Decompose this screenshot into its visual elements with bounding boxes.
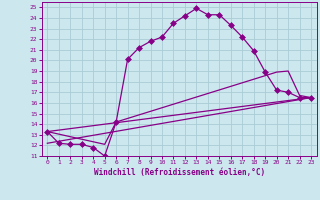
- X-axis label: Windchill (Refroidissement éolien,°C): Windchill (Refroidissement éolien,°C): [94, 168, 265, 177]
